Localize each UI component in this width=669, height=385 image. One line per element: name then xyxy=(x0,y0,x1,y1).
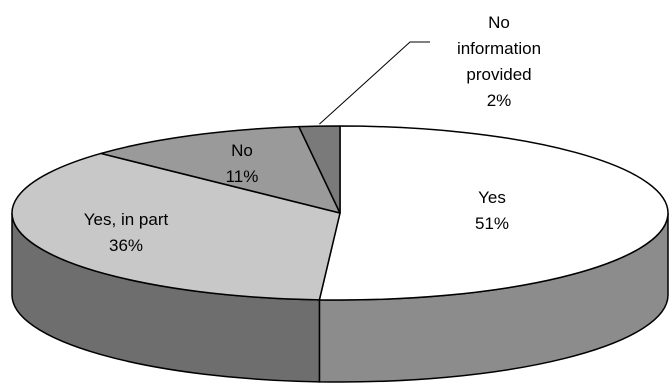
pie-slice-no xyxy=(100,125,341,214)
slice-name-no-information-provided: information xyxy=(457,39,541,58)
slice-name-no-information-provided: No xyxy=(488,13,510,32)
pie-slice-yes-in-part xyxy=(11,152,341,301)
leader-line-no-information-provided xyxy=(319,41,430,125)
slice-label-no-information-provided: No information provided 2% xyxy=(457,13,541,110)
slice-value-yes: 51% xyxy=(475,214,509,233)
slice-name-no-information-provided: provided xyxy=(466,65,531,84)
slice-name-no: No xyxy=(231,141,253,160)
slice-value-no: 11% xyxy=(226,167,259,186)
slice-labels: Yes 51% Yes, in part 36% No 11% No information p… xyxy=(84,13,541,255)
slice-label-yes: Yes 51% xyxy=(475,188,509,233)
slice-label-no: No 11% xyxy=(226,141,259,186)
pie-slice-no-information-provided xyxy=(298,125,341,214)
slice-value-yes-in-part: 36% xyxy=(109,236,143,255)
slice-label-yes-in-part: Yes, in part 36% xyxy=(84,210,169,255)
slice-name-yes: Yes xyxy=(478,188,506,207)
slice-value-no-information-provided: 2% xyxy=(487,91,512,110)
pie-slice-yes xyxy=(318,125,669,301)
pie-top xyxy=(11,125,669,301)
leader-lines xyxy=(319,41,430,125)
slice-name-yes-in-part: Yes, in part xyxy=(84,210,169,229)
